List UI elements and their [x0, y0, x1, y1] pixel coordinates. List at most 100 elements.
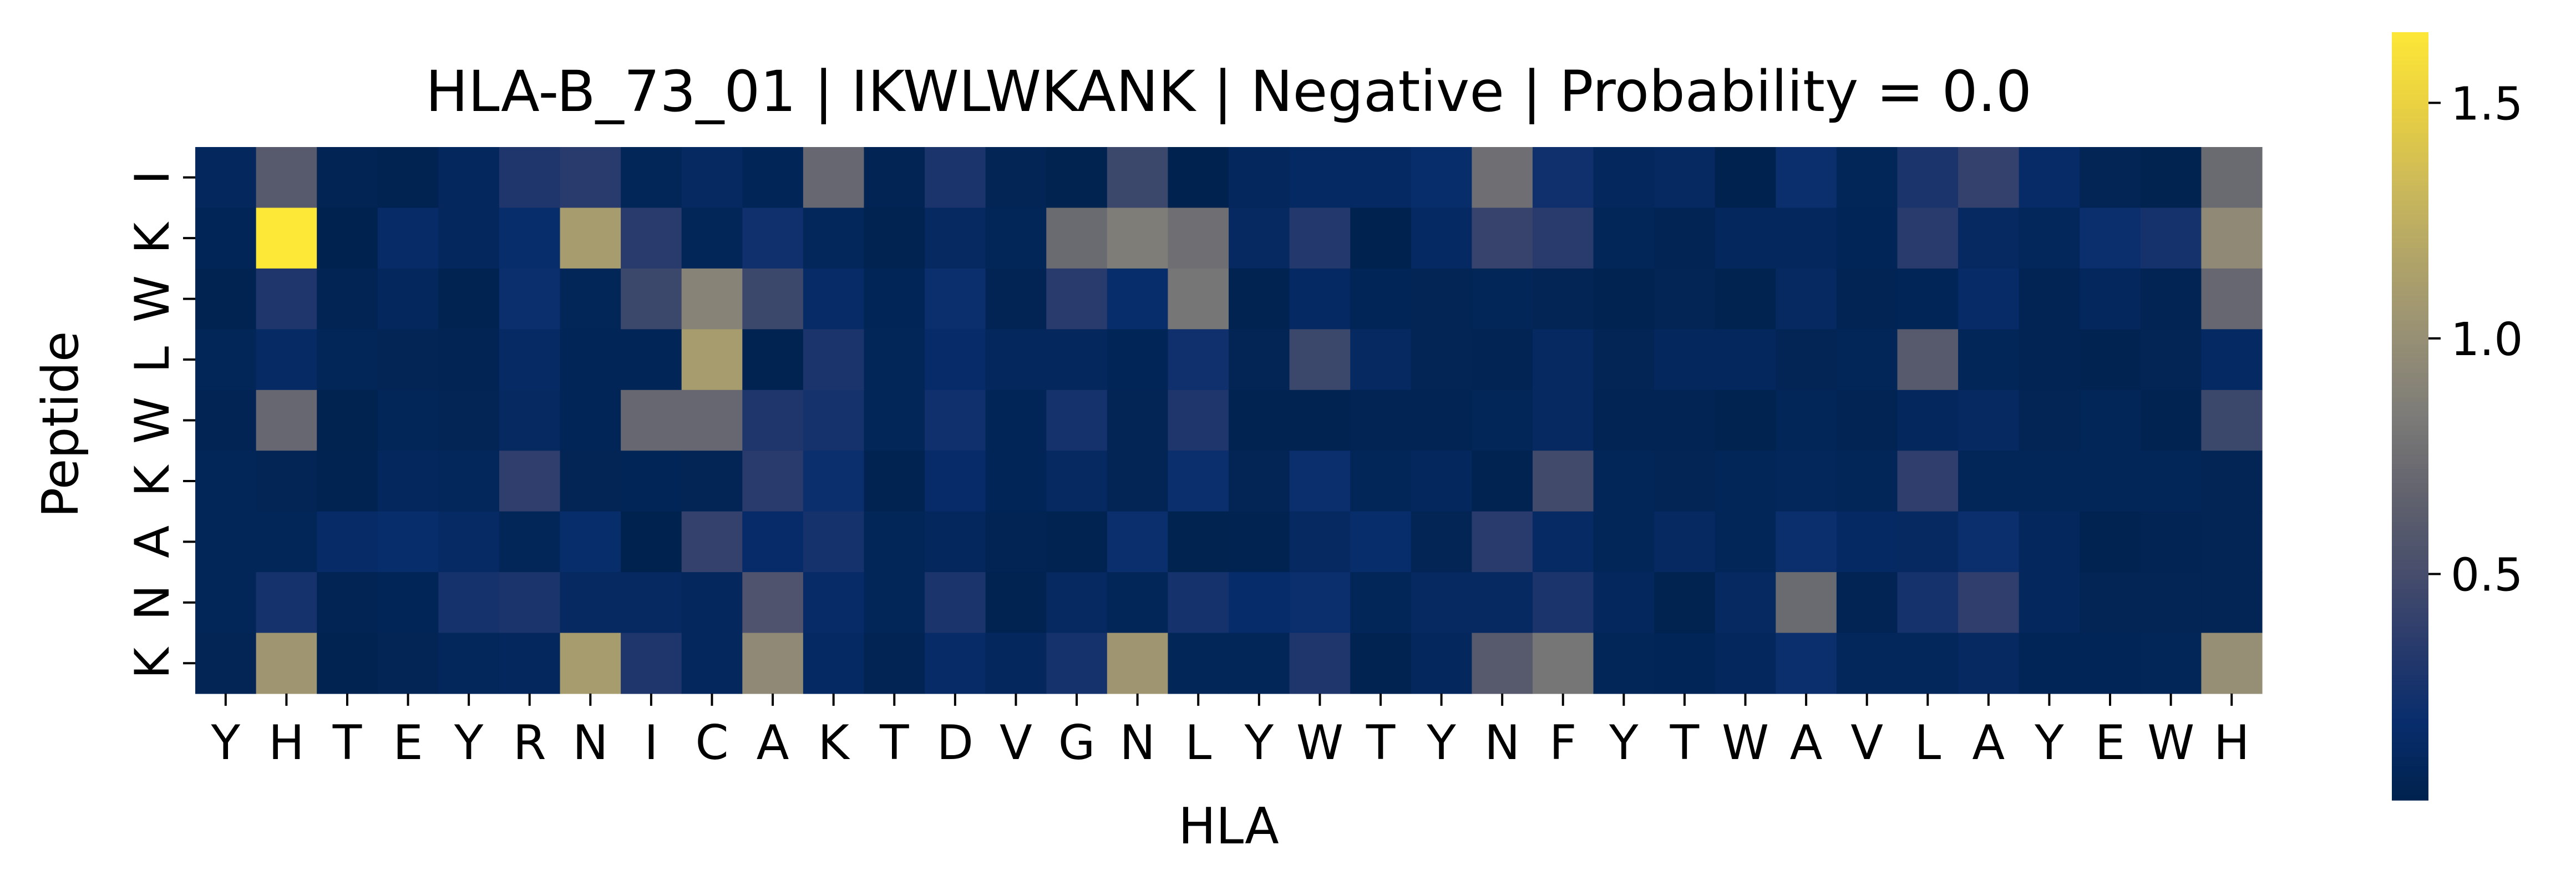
- heatmap-cell: [1472, 268, 1533, 330]
- heatmap-cell: [1107, 511, 1169, 573]
- heatmap-cell: [985, 329, 1047, 391]
- heatmap-cell: [1472, 329, 1533, 391]
- colorbar-segment: [2392, 94, 2428, 100]
- heatmap-cell: [195, 268, 257, 330]
- colorbar-segment: [2392, 594, 2428, 599]
- heatmap-cell: [2140, 268, 2202, 330]
- heatmap-cell: [2019, 208, 2080, 269]
- colorbar-segment: [2392, 636, 2428, 643]
- colorbar-segment: [2392, 627, 2428, 633]
- colorbar-segment: [2392, 306, 2428, 311]
- heatmap-cell: [256, 633, 317, 694]
- heatmap-cell: [742, 147, 804, 209]
- x-tick-label: G: [1058, 715, 1096, 771]
- heatmap-cell: [1715, 268, 1776, 330]
- heatmap-cell: [1776, 511, 1837, 573]
- heatmap-cell: [1836, 451, 1898, 512]
- heatmap-cell: [925, 572, 986, 634]
- x-tick-label: W: [2147, 715, 2194, 771]
- colorbar-segment: [2392, 219, 2428, 225]
- heatmap-cell: [1046, 390, 1108, 451]
- heatmap-cell: [2019, 390, 2080, 451]
- heatmap-cell: [864, 633, 925, 694]
- colorbar-segment: [2392, 522, 2428, 527]
- heatmap-cell: [985, 390, 1047, 451]
- y-axis-label: Peptide: [32, 331, 90, 518]
- heatmap-cell: [925, 633, 986, 694]
- heatmap-cell: [1897, 329, 1959, 391]
- heatmap-cell: [317, 451, 378, 512]
- heatmap-cell: [803, 511, 865, 573]
- colorbar-segment: [2392, 104, 2428, 110]
- x-tick-label: H: [268, 715, 305, 771]
- heatmap-cell: [1836, 633, 1898, 694]
- colorbar-segment: [2392, 229, 2428, 235]
- heatmap-cell: [438, 268, 500, 330]
- heatmap-cell: [377, 390, 439, 451]
- colorbar-segment: [2392, 181, 2428, 186]
- heatmap-cell: [1897, 268, 1959, 330]
- heatmap-cell: [742, 390, 804, 451]
- colorbar-segment: [2392, 498, 2428, 503]
- heatmap-cell: [985, 633, 1047, 694]
- heatmap-cell: [1289, 390, 1351, 451]
- heatmap-cell: [1350, 268, 1412, 330]
- heatmap-cell: [1897, 208, 1959, 269]
- heatmap-cell: [2140, 633, 2202, 694]
- colorbar-segment: [2392, 747, 2428, 753]
- heatmap-cell: [1472, 451, 1533, 512]
- colorbar-segment: [2392, 723, 2428, 729]
- heatmap-cell: [621, 329, 682, 391]
- heatmap-cell: [1289, 329, 1351, 391]
- heatmap-cell: [1289, 147, 1351, 209]
- heatmap-cells: [195, 147, 2263, 694]
- heatmap-cell: [1897, 451, 1959, 512]
- heatmap-cell: [560, 390, 621, 451]
- colorbar-segment: [2392, 42, 2428, 47]
- heatmap-cell: [1836, 511, 1898, 573]
- heatmap-cell: [195, 329, 257, 391]
- colorbar-segment: [2392, 330, 2428, 335]
- colorbar-segment: [2392, 277, 2428, 282]
- colorbar-segment: [2392, 296, 2428, 302]
- heatmap-cell: [438, 390, 500, 451]
- heatmap-cell: [377, 451, 439, 512]
- colorbar-segment: [2392, 358, 2428, 364]
- colorbar-segment: [2392, 502, 2428, 508]
- x-tick-label: E: [2095, 715, 2125, 771]
- heatmap-cell: [681, 390, 743, 451]
- heatmap-cell: [1715, 633, 1776, 694]
- heatmap-cell: [1289, 451, 1351, 512]
- colorbar-segment: [2392, 613, 2428, 619]
- heatmap-cell: [1593, 268, 1655, 330]
- heatmap-cell: [560, 147, 621, 209]
- colorbar-segment: [2392, 224, 2428, 230]
- heatmap-cell: [621, 451, 682, 512]
- heatmap-cell: [1107, 329, 1169, 391]
- heatmap-cell: [2080, 572, 2141, 634]
- x-tick-label: I: [644, 715, 658, 771]
- colorbar-segment: [2392, 348, 2428, 355]
- heatmap-cell: [985, 511, 1047, 573]
- heatmap-cell: [499, 268, 561, 330]
- colorbar-segment: [2392, 421, 2428, 427]
- heatmap-cell: [1350, 633, 1412, 694]
- colorbar-segment: [2392, 761, 2428, 767]
- heatmap-cell: [1229, 268, 1290, 330]
- heatmap-cell: [1229, 390, 1290, 451]
- colorbar-segment: [2392, 214, 2428, 220]
- colorbar-segment: [2392, 65, 2428, 71]
- colorbar-segment: [2392, 507, 2428, 513]
- heatmap-cell: [256, 572, 317, 634]
- heatmap-cell: [621, 511, 682, 573]
- heatmap-cell: [1350, 572, 1412, 634]
- colorbar-segment: [2392, 142, 2428, 148]
- heatmap-cell: [2080, 329, 2141, 391]
- heatmap-cell: [1289, 511, 1351, 573]
- heatmap-cell: [2140, 329, 2202, 391]
- heatmap-cell: [864, 268, 925, 330]
- heatmap-cell: [1654, 147, 1716, 209]
- colorbar-segment: [2392, 757, 2428, 762]
- heatmap-cell: [1654, 208, 1716, 269]
